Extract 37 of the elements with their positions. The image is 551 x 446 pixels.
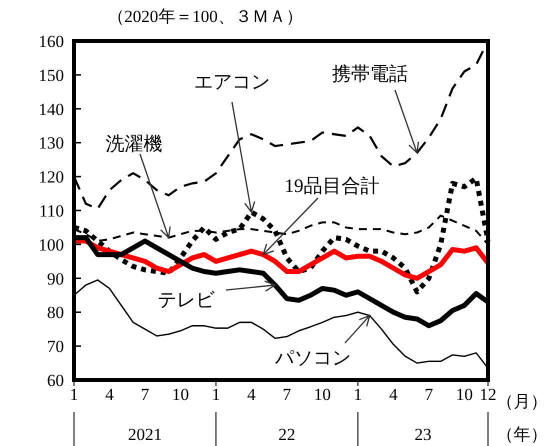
- y-tick-label: 100: [38, 235, 64, 254]
- series-label: テレビ: [158, 290, 216, 311]
- x-tick-label: 7: [282, 385, 292, 404]
- y-tick-label: 60: [47, 371, 64, 390]
- x-axis-title: （月）: [496, 392, 548, 411]
- text: 23: [414, 425, 432, 444]
- y-tick-label: 160: [38, 32, 64, 52]
- y-tick-label: 130: [38, 134, 64, 153]
- x-tick-label: 4: [105, 385, 114, 404]
- y-tick-label: 120: [38, 168, 64, 187]
- line-series: [73, 279, 489, 369]
- x-tick-label: 7: [424, 385, 434, 404]
- x-tick-label: 10: [456, 385, 473, 404]
- text: 19品目合計: [284, 176, 380, 197]
- x-tick-label: 4: [389, 385, 398, 404]
- x-tick-label: 4: [247, 385, 256, 404]
- x-tick-label: 7: [140, 385, 150, 404]
- x-tick-label: 12: [480, 385, 496, 404]
- y-tick-label: 150: [38, 66, 64, 85]
- text: （年）: [496, 425, 548, 444]
- x-tick-label: 10: [314, 385, 331, 404]
- x-tick-label: 10: [172, 385, 189, 404]
- y-tick-label: 70: [47, 337, 64, 356]
- text: 2021: [128, 425, 162, 444]
- y-tick-label: 140: [38, 100, 64, 119]
- x-tick-label: 1: [354, 385, 362, 404]
- x-tick-label: 1: [212, 385, 220, 404]
- text: 携帯電話: [332, 64, 408, 85]
- y-tick-label: 90: [47, 269, 64, 288]
- y-tick-label: 110: [39, 202, 64, 221]
- y-tick-label: 80: [47, 303, 64, 322]
- x-tick-label: 1: [70, 385, 78, 404]
- text: 洗濯機: [106, 134, 162, 155]
- series-label: パソコン: [274, 348, 351, 369]
- y-axis-title: （2020年＝100、３ＭＡ）: [107, 7, 303, 26]
- text: エアコン: [194, 72, 270, 93]
- text: 22: [278, 425, 296, 444]
